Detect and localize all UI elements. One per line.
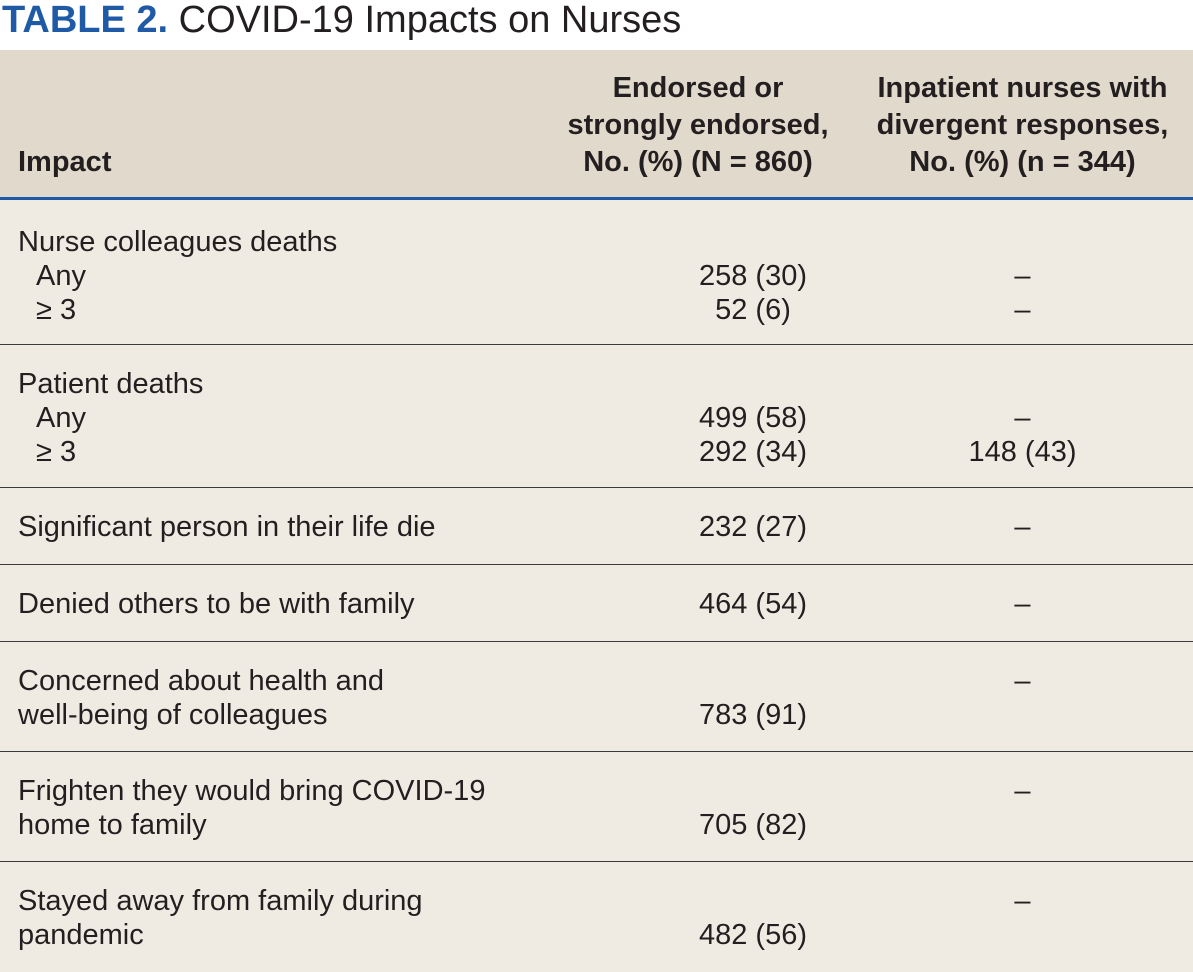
table-row: Patient deaths Any 499 (58) – ≥ 3 292 (3… — [0, 345, 1193, 488]
table-header: Impact Endorsed or strongly endorsed, No… — [0, 50, 1193, 200]
impact-cell: Nurse colleagues deaths — [18, 226, 338, 258]
header-endorsed-line: Endorsed or — [612, 72, 784, 104]
impact-cell: pandemic — [18, 919, 144, 951]
inpatient-cell: 148 (43) — [968, 436, 1077, 468]
header-impact-text: Impact — [18, 146, 112, 178]
header-inpatient-line: Inpatient nurses with — [877, 72, 1168, 104]
impact-cell: Patient deaths — [18, 368, 204, 400]
header-endorsed-line: strongly endorsed, — [567, 109, 829, 141]
inpatient-cell: – — [1014, 775, 1031, 807]
sub-label: Any — [36, 402, 86, 434]
table-row: Frighten they would bring COVID-19 home … — [0, 752, 1193, 862]
table-row: Nurse colleagues deaths Any 258 (30) – ≥… — [0, 200, 1193, 345]
table-row: Denied others to be with family 464 (54)… — [0, 565, 1193, 642]
endorsed-cell: 232 (27) — [698, 511, 807, 543]
header-inpatient: Inpatient nurses with divergent response… — [852, 70, 1193, 181]
sub-label: ≥ 3 — [36, 294, 77, 326]
sub-label: ≥ 3 — [36, 436, 77, 468]
impact-cell: well-being of colleagues — [18, 699, 328, 731]
impact-cell: home to family — [18, 809, 207, 841]
impact-cell: Denied others to be with family — [18, 588, 415, 620]
endorsed-cell: 464 (54) — [698, 588, 807, 620]
impact-cell: Concerned about health and — [18, 665, 385, 697]
table-row: Stayed away from family during pandemic … — [0, 862, 1193, 972]
header-impact: Impact — [18, 144, 111, 181]
inpatient-cell: – — [1014, 588, 1031, 620]
inpatient-cell: – — [1014, 885, 1031, 917]
header-endorsed: Endorsed or strongly endorsed, No. (%) (… — [548, 70, 848, 181]
endorsed-cell: 292 (34) — [698, 436, 807, 468]
inpatient-cell: – — [1014, 260, 1031, 292]
endorsed-cell: 499 (58) — [698, 402, 807, 434]
table-caption: TABLE 2. COVID-19 Impacts on Nurses — [0, 0, 1193, 50]
table-number: TABLE 2. — [2, 0, 169, 41]
inpatient-cell: – — [1014, 665, 1031, 697]
table-row: Concerned about health and well-being of… — [0, 642, 1193, 752]
endorsed-cell: 258 (30) — [698, 260, 807, 292]
endorsed-cell: 482 (56) — [698, 919, 807, 951]
table-title: COVID-19 Impacts on Nurses — [178, 0, 682, 41]
endorsed-cell: 52 (6) — [715, 294, 791, 326]
header-inpatient-line: divergent responses, — [876, 109, 1169, 141]
header-inpatient-line: No. (%) (n = 344) — [909, 146, 1136, 178]
impact-cell: Significant person in their life die — [18, 511, 436, 543]
endorsed-cell: 783 (91) — [698, 699, 807, 731]
impact-cell: Frighten they would bring COVID-19 — [18, 775, 486, 807]
table-row: Significant person in their life die 232… — [0, 488, 1193, 565]
endorsed-cell: 705 (82) — [698, 809, 807, 841]
sub-label: Any — [36, 260, 86, 292]
inpatient-cell: – — [1014, 294, 1031, 326]
inpatient-cell: – — [1014, 402, 1031, 434]
header-endorsed-line: No. (%) (N = 860) — [583, 146, 813, 178]
data-table: Impact Endorsed or strongly endorsed, No… — [0, 50, 1193, 972]
inpatient-cell: – — [1014, 511, 1031, 543]
impact-cell: Stayed away from family during — [18, 885, 423, 917]
